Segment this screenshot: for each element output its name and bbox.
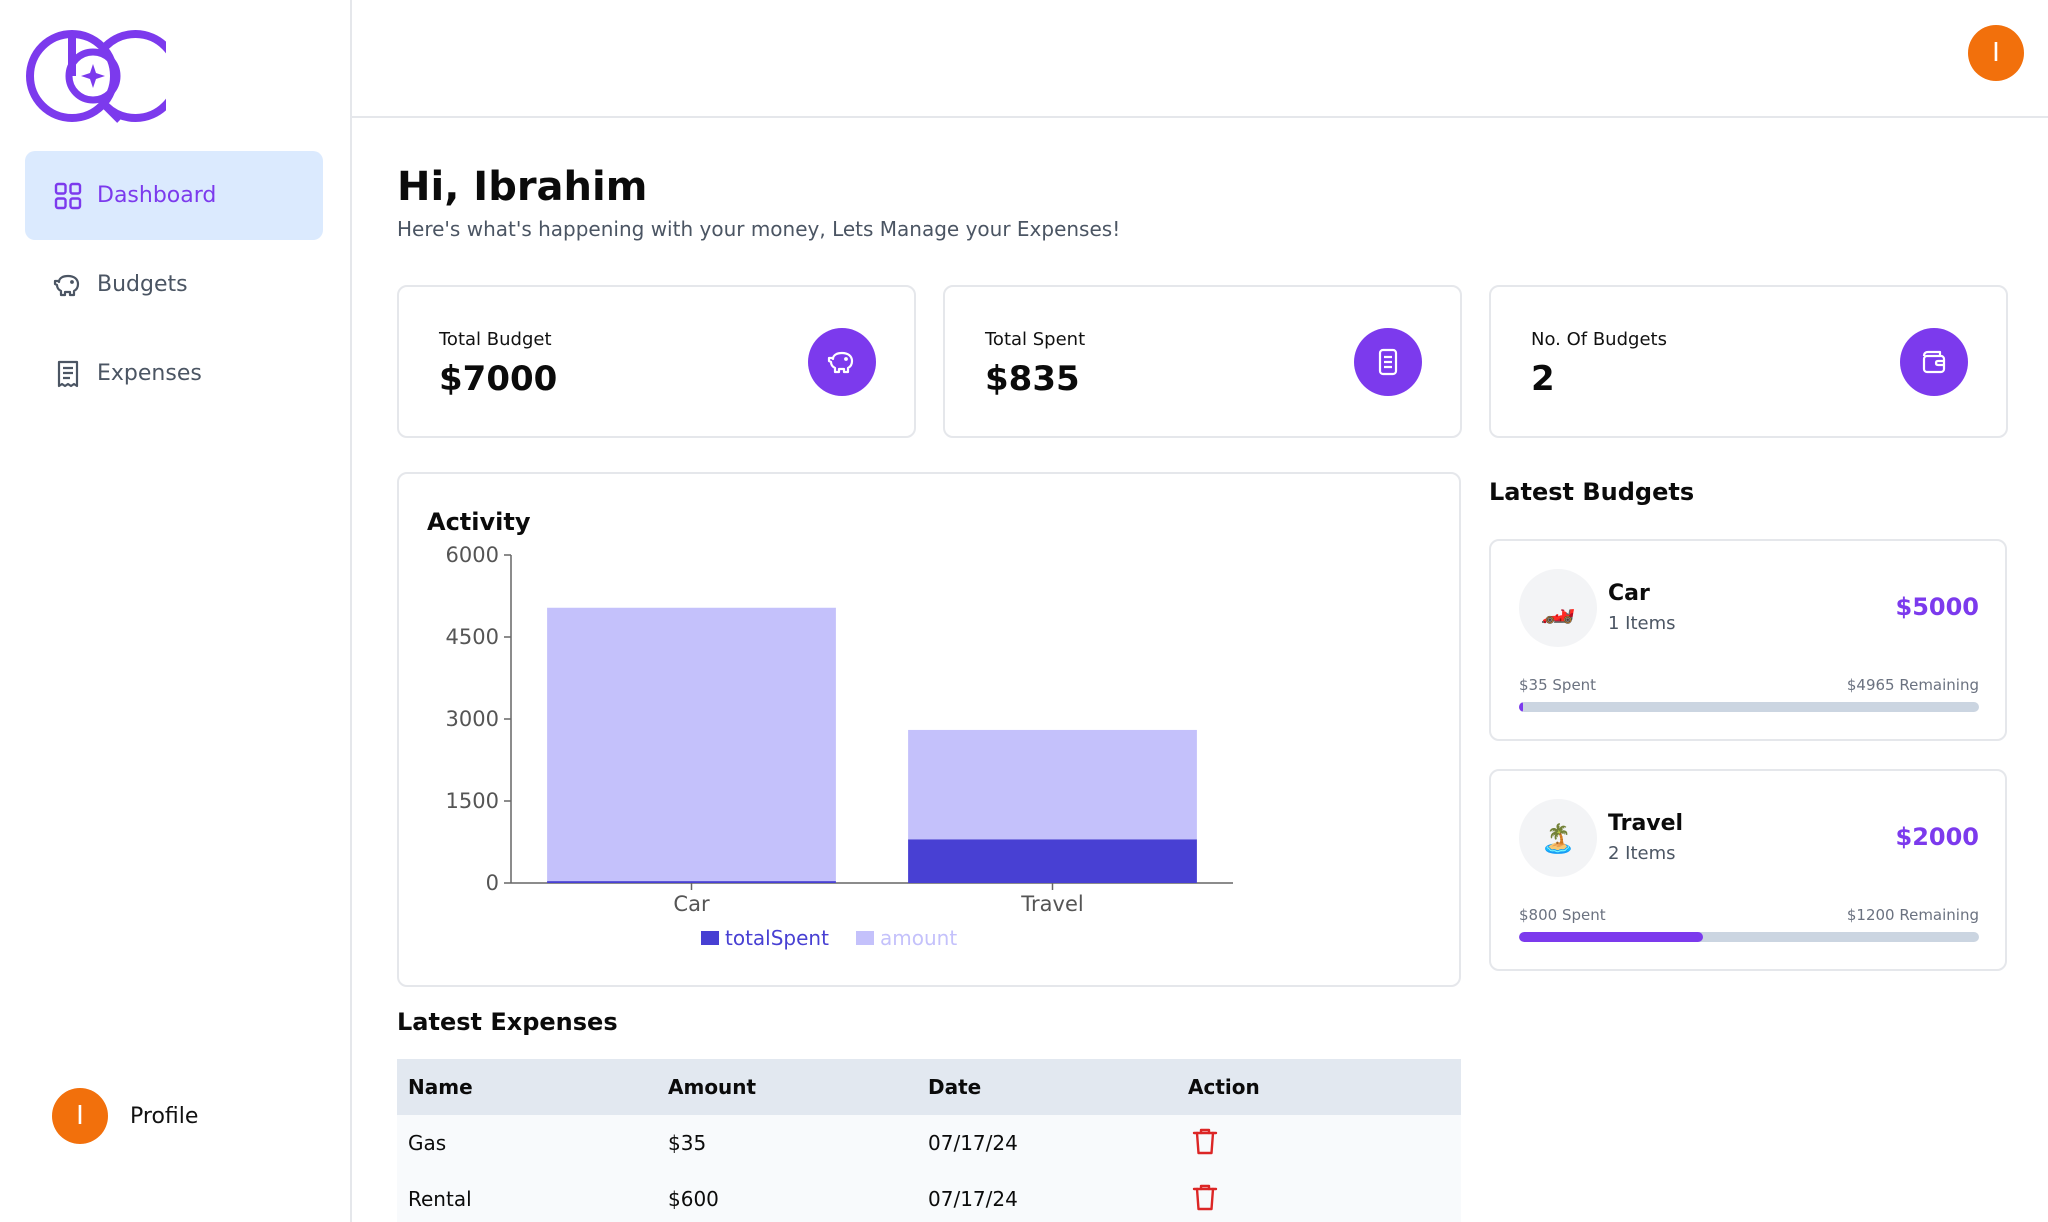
legend-label-totalSpent: totalSpent [725, 926, 829, 950]
legend-label-amount: amount [880, 926, 957, 950]
grid-icon [53, 181, 83, 211]
budget-amount: $5000 [1895, 593, 1980, 621]
y-tick-label: 3000 [446, 707, 499, 731]
sidebar-item-budgets[interactable]: Budgets [25, 240, 323, 329]
y-tick-label: 1500 [446, 789, 499, 813]
stat-value: 2 [1531, 359, 1555, 399]
budget-progress-fill [1519, 702, 1523, 712]
total-spent-card: Total Spent $835 [943, 285, 1462, 438]
y-tick-label: 0 [486, 871, 499, 895]
app-logo[interactable] [24, 24, 182, 126]
sidebar: Dashboard Budgets Expenses I Profile [0, 0, 352, 1222]
receipt-icon [53, 359, 83, 389]
bar-amount-car [547, 607, 836, 882]
stat-label: Total Spent [985, 329, 1086, 350]
budget-progress-fill [1519, 932, 1703, 942]
stat-value: $7000 [439, 359, 558, 399]
budget-count-card: No. Of Budgets 2 [1489, 285, 2008, 438]
x-tick-label: Travel [1020, 892, 1083, 916]
budget-remaining: $4965 Remaining [1846, 676, 1979, 694]
expense-amount: $600 [668, 1187, 719, 1211]
expense-date: 07/17/24 [928, 1187, 1018, 1211]
sidebar-item-label: Budgets [97, 272, 188, 297]
expense-action [1177, 1182, 1437, 1217]
budget-amount: $2000 [1895, 823, 1980, 851]
budget-remaining: $1200 Remaining [1846, 906, 1979, 924]
chart-title: Activity [427, 508, 531, 536]
latest-expenses-title: Latest Expenses [397, 1008, 618, 1036]
budget-card-travel[interactable]: 🏝️ Travel 2 Items $2000 $800 Spent $1200… [1489, 769, 2007, 971]
top-bar: I [352, 0, 2048, 118]
column-header-name: Name [408, 1075, 473, 1099]
column-header-date: Date [928, 1075, 982, 1099]
bar-totalSpent-travel [908, 839, 1197, 883]
stat-value: $835 [985, 359, 1080, 399]
sidebar-item-label: Expenses [97, 361, 202, 386]
expense-name: Rental [408, 1187, 472, 1211]
expenses-table: Name Amount Date Action Gas $35 07/17/24… [397, 1059, 1461, 1222]
column-header-action: Action [1188, 1075, 1260, 1099]
stat-label: No. Of Budgets [1531, 329, 1667, 350]
profile-label: Profile [130, 1103, 199, 1129]
stat-label: Total Budget [439, 329, 552, 350]
legend-swatch-amount [856, 931, 874, 945]
budget-emoji: 🏝️ [1519, 799, 1597, 877]
page-title: Hi, Ibrahim [397, 164, 648, 210]
piggy-bank-icon [53, 270, 83, 300]
trash-icon[interactable] [1190, 1126, 1220, 1156]
piggy-bank-icon [808, 328, 876, 396]
activity-chart: 0 1500 3000 4500 6000 Car Travel totalSpent amou… [446, 543, 1233, 950]
user-avatar-button[interactable]: I [1968, 25, 2024, 81]
activity-panel: Activity 0 1500 3000 4500 6000 Car Travel total… [397, 472, 1461, 987]
budget-item-count: 2 Items [1608, 843, 1676, 864]
legend-swatch-totalSpent [701, 931, 719, 945]
budget-emoji: 🏎️ [1519, 569, 1597, 647]
budget-progress-bar [1519, 702, 1979, 712]
trash-icon[interactable] [1190, 1182, 1220, 1212]
y-tick-label: 4500 [446, 625, 499, 649]
sidebar-item-dashboard[interactable]: Dashboard [25, 151, 323, 240]
table-row: Rental $600 07/17/24 [397, 1171, 1461, 1222]
page-subtitle: Here's what's happening with your money,… [397, 217, 1121, 241]
expense-date: 07/17/24 [928, 1131, 1018, 1155]
sidebar-item-label: Dashboard [97, 183, 217, 208]
budget-name: Travel [1608, 811, 1684, 836]
profile-link[interactable]: I Profile [52, 1088, 198, 1144]
total-budget-card: Total Budget $7000 [397, 285, 916, 438]
expense-action [1177, 1126, 1437, 1161]
bar-amount-travel [908, 729, 1197, 840]
table-header-row: Name Amount Date Action [397, 1059, 1461, 1115]
wallet-icon [1900, 328, 1968, 396]
bar-totalSpent-car [547, 881, 836, 883]
receipt-icon [1354, 328, 1422, 396]
budget-item-count: 1 Items [1608, 613, 1676, 634]
avatar: I [52, 1088, 108, 1144]
sidebar-item-expenses[interactable]: Expenses [25, 329, 323, 418]
sidebar-nav: Dashboard Budgets Expenses [25, 151, 323, 418]
x-tick-label: Car [673, 892, 710, 916]
budget-spent: $800 Spent [1519, 906, 1606, 924]
budget-progress-bar [1519, 932, 1979, 942]
latest-budgets-title: Latest Budgets [1489, 478, 1695, 506]
budget-spent: $35 Spent [1519, 676, 1597, 694]
expense-name: Gas [408, 1131, 447, 1155]
budget-name: Car [1608, 581, 1650, 606]
expense-amount: $35 [668, 1131, 707, 1155]
y-tick-label: 6000 [446, 543, 499, 567]
column-header-amount: Amount [668, 1075, 757, 1099]
budget-card-car[interactable]: 🏎️ Car 1 Items $5000 $35 Spent $4965 Rem… [1489, 539, 2007, 741]
table-row: Gas $35 07/17/24 [397, 1115, 1461, 1171]
